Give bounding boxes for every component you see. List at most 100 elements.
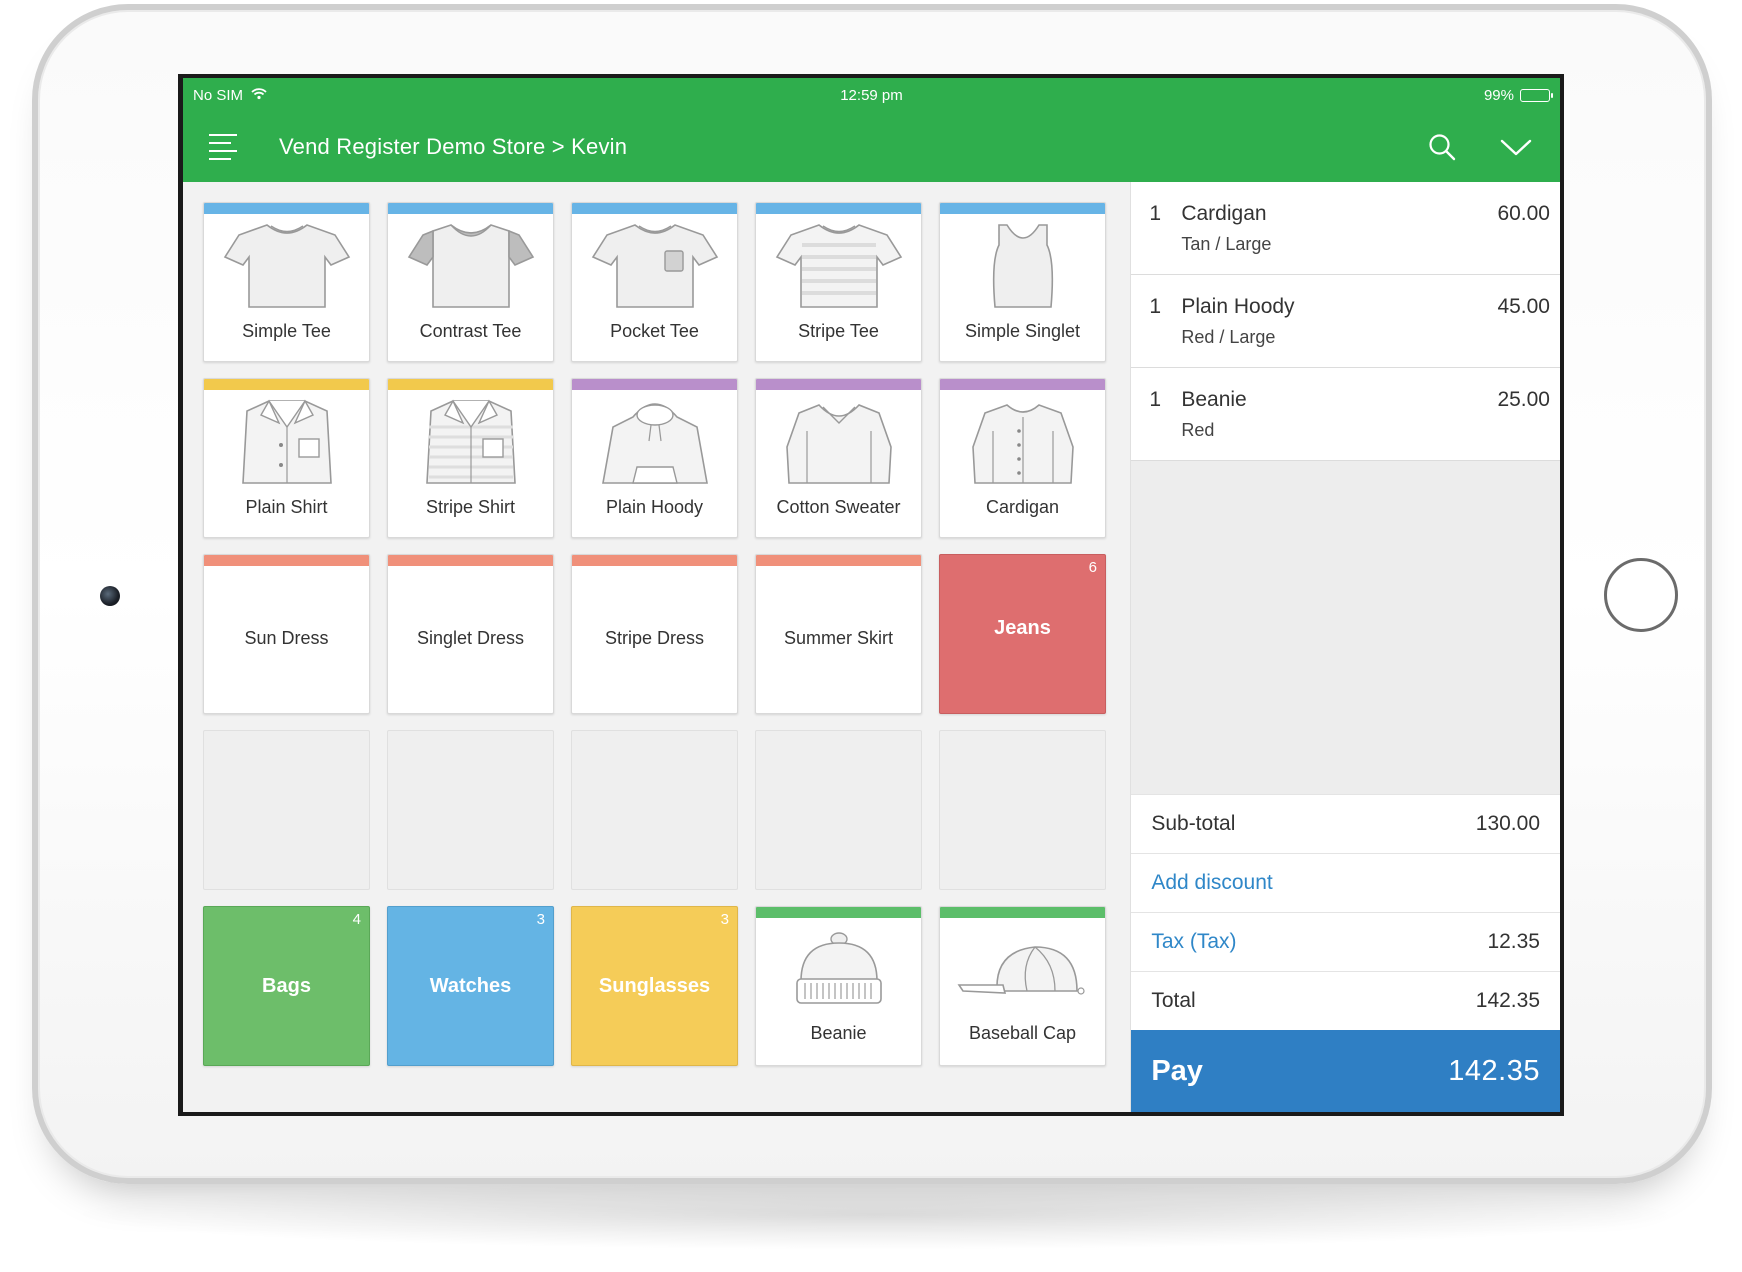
product-tile-cardigan[interactable]: Cardigan	[939, 378, 1106, 538]
tax-row: Tax (Tax) 12.35	[1131, 912, 1560, 971]
battery-percent: 99%	[1483, 86, 1514, 104]
pay-button[interactable]: Pay 142.35	[1131, 1030, 1560, 1112]
battery-icon	[1520, 88, 1553, 102]
line-item[interactable]: 1 Plain Hoody Red / Large 45.00	[1131, 275, 1560, 368]
product-tile-plain-shirt[interactable]: Plain Shirt	[203, 378, 370, 538]
product-tile-cotton-sweater[interactable]: Cotton Sweater	[755, 378, 922, 538]
line-item[interactable]: 1 Beanie Red 25.00	[1131, 368, 1560, 461]
line-item-name: Plain Hoody	[1181, 295, 1295, 318]
chevron-down-icon[interactable]	[1498, 129, 1534, 165]
product-tile-contrast-tee[interactable]: Contrast Tee	[387, 202, 554, 362]
cap-icon	[955, 929, 1091, 1013]
status-bar: No SIM 12:59 pm 99%	[183, 78, 1560, 112]
pay-label: Pay	[1151, 1054, 1203, 1087]
category-bar	[940, 379, 1105, 390]
tshirt-icon	[219, 221, 355, 311]
group-label: Sunglasses	[598, 974, 711, 997]
line-item-qty: 1	[1149, 295, 1162, 318]
line-item-qty: 1	[1149, 202, 1162, 225]
product-tile-singlet-dress[interactable]: Singlet Dress	[387, 554, 554, 714]
empty-slot	[203, 730, 370, 890]
category-bar	[756, 907, 921, 918]
sale-empty-area	[1131, 461, 1560, 794]
clock: 12:59 pm	[840, 86, 903, 104]
carrier-label: No SIM	[193, 86, 244, 104]
beanie-icon	[771, 929, 907, 1013]
group-tile-watches[interactable]: 3 Watches	[387, 906, 554, 1066]
product-label: Stripe Shirt	[425, 497, 516, 517]
screen: No SIM 12:59 pm 99% Vend Register Demo S…	[178, 74, 1564, 1116]
empty-slot	[387, 730, 554, 890]
wifi-icon	[251, 87, 267, 104]
product-tile-beanie[interactable]: Beanie	[755, 906, 922, 1066]
product-tile-pocket-tee[interactable]: Pocket Tee	[571, 202, 738, 362]
hoodie-icon	[587, 397, 723, 487]
product-label: Pocket Tee	[610, 321, 699, 341]
product-tile-baseball-cap[interactable]: Baseball Cap	[939, 906, 1106, 1066]
product-label: Singlet Dress	[416, 627, 525, 648]
line-item-qty: 1	[1149, 388, 1162, 411]
empty-slot	[755, 730, 922, 890]
product-label: Plain Shirt	[245, 497, 328, 517]
sale-totals: Sub-total 130.00 Add discount Tax (Tax) …	[1131, 794, 1560, 1112]
group-label: Jeans	[994, 616, 1051, 639]
product-tile-stripe-shirt[interactable]: Stripe Shirt	[387, 378, 554, 538]
product-tile-simple-tee[interactable]: Simple Tee	[203, 202, 370, 362]
group-label: Watches	[429, 974, 512, 997]
group-tile-jeans[interactable]: 6 Jeans	[939, 554, 1106, 714]
line-item-price: 25.00	[1497, 388, 1550, 411]
line-item-price: 60.00	[1497, 202, 1550, 225]
category-bar	[756, 379, 921, 390]
app: No SIM 12:59 pm 99% Vend Register Demo S…	[183, 78, 1560, 1112]
product-label: Baseball Cap	[968, 1023, 1077, 1043]
product-tile-summer-skirt[interactable]: Summer Skirt	[755, 554, 922, 714]
line-item[interactable]: 1 Cardigan Tan / Large 60.00	[1131, 182, 1560, 275]
product-label: Stripe Dress	[604, 627, 705, 648]
tshirt-icon	[771, 221, 907, 311]
product-grid: Simple Tee Contrast Tee Pocket Tee	[183, 182, 1130, 1112]
pay-amount: 142.35	[1448, 1054, 1540, 1087]
tshirt-icon	[403, 221, 539, 311]
product-tile-plain-hoody[interactable]: Plain Hoody	[571, 378, 738, 538]
empty-slot	[571, 730, 738, 890]
category-bar	[572, 203, 737, 214]
category-bar	[388, 379, 553, 390]
nav-bar: Vend Register Demo Store > Kevin	[183, 112, 1560, 182]
total-value: 142.35	[1475, 989, 1540, 1012]
group-tile-bags[interactable]: 4 Bags	[203, 906, 370, 1066]
page-title: Vend Register Demo Store > Kevin	[279, 134, 628, 159]
line-item-variant: Red	[1181, 420, 1215, 440]
category-bar	[572, 555, 737, 566]
category-bar	[204, 555, 369, 566]
product-tile-stripe-tee[interactable]: Stripe Tee	[755, 202, 922, 362]
menu-icon[interactable]	[209, 132, 239, 162]
singlet-icon	[955, 221, 1091, 311]
subtotal-value: 130.00	[1475, 812, 1540, 835]
empty-slot	[939, 730, 1106, 890]
group-count: 3	[720, 911, 729, 928]
category-bar	[756, 555, 921, 566]
group-tile-sunglasses[interactable]: 3 Sunglasses	[571, 906, 738, 1066]
product-label: Plain Hoody	[605, 497, 704, 517]
category-bar	[388, 555, 553, 566]
line-item-name: Beanie	[1181, 388, 1247, 411]
product-label: Contrast Tee	[419, 321, 522, 341]
search-icon[interactable]	[1424, 129, 1460, 165]
product-label: Simple Tee	[242, 321, 331, 341]
product-label: Stripe Tee	[798, 321, 879, 341]
product-label: Summer Skirt	[783, 627, 893, 648]
add-discount-button[interactable]: Add discount	[1131, 853, 1560, 912]
front-camera	[100, 586, 120, 606]
product-tile-stripe-dress[interactable]: Stripe Dress	[571, 554, 738, 714]
product-tile-simple-singlet[interactable]: Simple Singlet	[939, 202, 1106, 362]
product-label: Cardigan	[985, 497, 1060, 517]
group-count: 6	[1088, 559, 1097, 576]
shirt-icon	[219, 397, 355, 487]
sweater-icon	[771, 397, 907, 487]
group-count: 3	[536, 911, 545, 928]
subtotal-label: Sub-total	[1151, 812, 1236, 835]
product-tile-sun-dress[interactable]: Sun Dress	[203, 554, 370, 714]
total-row: Total 142.35	[1131, 971, 1560, 1030]
home-button[interactable]	[1604, 558, 1678, 632]
tax-label[interactable]: Tax (Tax)	[1151, 930, 1237, 953]
